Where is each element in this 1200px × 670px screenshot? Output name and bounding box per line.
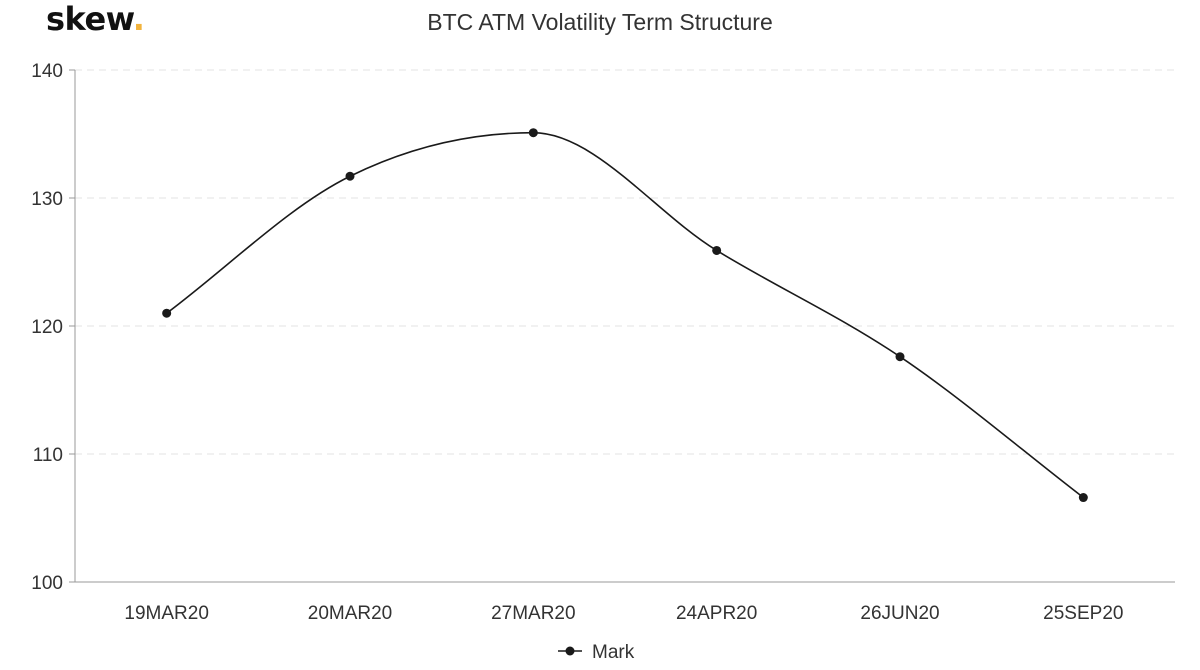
x-tick-label: 25SEP20: [1043, 603, 1123, 624]
y-tick-label: 140: [31, 61, 63, 82]
skew-logo: skew.: [46, 0, 145, 38]
series-line-mark: [166, 131, 1084, 499]
x-tick-label: 19MAR20: [124, 603, 209, 624]
x-tick-label: 20MAR20: [308, 603, 393, 624]
legend[interactable]: Mark: [558, 642, 635, 663]
legend-marker-icon: [565, 646, 575, 656]
logo-text: skew: [46, 0, 133, 38]
data-point[interactable]: [345, 171, 355, 181]
x-tick-label: 26JUN20: [860, 603, 939, 624]
y-tick-label: 120: [31, 317, 63, 338]
y-tick-labels: 100 110 120 130 140: [31, 61, 75, 594]
x-tick-label: 24APR20: [676, 603, 757, 624]
x-tick-labels: 19MAR20 20MAR20 27MAR20 24APR20 26JUN20 25SEP…: [124, 603, 1123, 624]
data-point[interactable]: [895, 352, 905, 362]
series-layer: [162, 128, 1088, 503]
axes: [74, 70, 1175, 583]
legend-label[interactable]: Mark: [592, 642, 635, 663]
grid-lines: [75, 69, 1175, 455]
data-point[interactable]: [162, 308, 172, 318]
y-tick-label: 100: [31, 573, 63, 594]
data-point[interactable]: [1078, 493, 1088, 503]
y-tick-label: 130: [31, 189, 63, 210]
data-point[interactable]: [528, 128, 538, 138]
logo-dot: .: [132, 0, 145, 38]
chart-title: BTC ATM Volatility Term Structure: [427, 9, 773, 35]
data-point[interactable]: [712, 245, 722, 255]
x-tick-label: 27MAR20: [491, 603, 576, 624]
y-tick-label: 110: [33, 445, 63, 466]
